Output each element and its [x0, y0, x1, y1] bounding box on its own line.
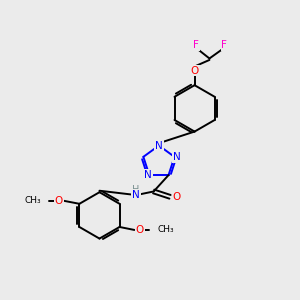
Text: O: O [190, 66, 199, 76]
Text: N: N [132, 190, 140, 200]
Text: N: N [144, 170, 152, 180]
Text: O: O [55, 196, 63, 206]
Text: O: O [172, 192, 181, 202]
Text: N: N [173, 152, 181, 162]
Text: F: F [221, 40, 227, 50]
Text: O: O [136, 225, 144, 235]
Text: F: F [193, 40, 199, 50]
Text: N: N [155, 140, 163, 151]
Text: CH₃: CH₃ [158, 226, 174, 235]
Text: CH₃: CH₃ [24, 196, 41, 205]
Text: H: H [132, 185, 140, 195]
